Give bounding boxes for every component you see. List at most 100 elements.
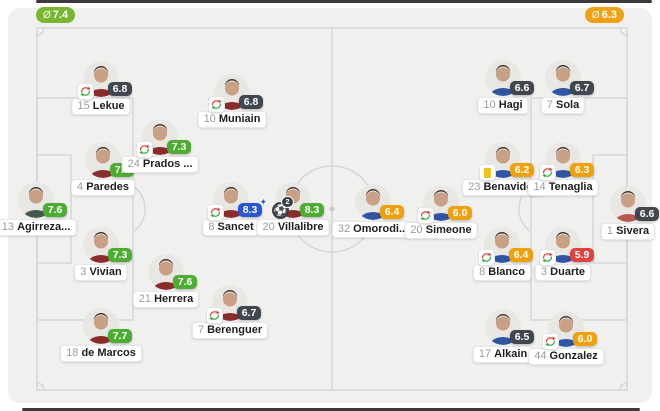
player-hagi[interactable]: 6.6 10 Hagi: [455, 60, 551, 122]
player-rating-badge: 7.3: [108, 248, 132, 262]
player-name: Muniain: [218, 113, 261, 125]
substitution-in-out-icon: [539, 164, 556, 181]
player-muniain[interactable]: 6.8 10 Muniain: [184, 74, 280, 136]
goal-count-badge: 2: [281, 196, 294, 208]
player-rating-badge: 6.8: [239, 95, 263, 109]
player-lekue[interactable]: 6.8 15 Lekue: [53, 61, 149, 123]
player-rating-badge: 7.3: [167, 140, 191, 154]
player-rating-badge: 6.7: [570, 81, 594, 95]
player-name: Sola: [555, 99, 580, 111]
shirt-number: 21: [138, 293, 152, 305]
shirt-number: 20: [410, 224, 423, 236]
shirt-number: 44: [534, 350, 547, 362]
player-name: Gonzalez: [549, 350, 598, 362]
player-name: Agirreza...: [17, 221, 71, 233]
soccer-ball-icon: ⚽ 2: [272, 196, 294, 219]
player-name: Prados ...: [142, 158, 193, 170]
shirt-number: 14: [533, 181, 546, 193]
average-rating-icon: Ø: [591, 9, 600, 21]
player-sola[interactable]: 6.7 7 Sola: [515, 60, 611, 122]
home-team-average-rating: Ø 7.4: [36, 7, 76, 23]
player-name: Sivera: [616, 225, 650, 237]
shirt-number: 7: [546, 99, 553, 111]
shirt-number: 3: [80, 266, 87, 278]
player-sivera[interactable]: 6.6 1 Sivera: [580, 186, 660, 248]
substitution-in-out-icon: [136, 141, 153, 158]
shirt-number: 3: [540, 266, 548, 278]
player-blanco[interactable]: 6.4 8 Blanco: [454, 227, 550, 289]
player-name: Hagi: [498, 99, 523, 111]
player-name-label: 20 Simeone: [404, 222, 478, 239]
player-duarte[interactable]: 5.9 3 Duarte: [515, 227, 611, 289]
shirt-number: 23: [468, 181, 481, 193]
player-omorodi[interactable]: 6.4 32 Omorodi...: [325, 184, 421, 246]
player-herrera[interactable]: 7.6 21 Herrera: [118, 254, 214, 316]
player-name-label: 14 Tenaglia: [527, 179, 599, 196]
player-gonzalez[interactable]: 6.0 44 Gonzalez: [518, 311, 614, 373]
shirt-number: 8: [208, 221, 215, 233]
shirt-number: 10: [483, 99, 496, 111]
player-name: Simeone: [425, 224, 472, 236]
shirt-number: 4: [77, 181, 84, 193]
player-name: Alkain: [494, 348, 528, 360]
substitution-in-out-icon: [417, 207, 434, 224]
player-name: Lekue: [92, 100, 125, 112]
shirt-number: 20: [262, 221, 275, 233]
player-rating-badge: 7.6: [43, 203, 67, 217]
player-de-marcos[interactable]: 7.7 18 de Marcos: [53, 308, 149, 370]
player-tenaglia[interactable]: 6.3 14 Tenaglia: [515, 142, 611, 204]
sparkle-icon: ✦: [259, 197, 267, 207]
substitution-in-out-icon: [539, 249, 556, 266]
shirt-number: 18: [66, 347, 79, 359]
player-rating-badge: 6.2: [510, 163, 534, 177]
home-average-value: 7.4: [52, 9, 69, 21]
player-name-label: 44 Gonzalez: [528, 348, 604, 365]
player-rating-badge: 6.3: [570, 163, 594, 177]
player-name: Benavidez: [483, 181, 538, 193]
player-name-label: 17 Alkain: [472, 346, 534, 363]
shirt-number: 8: [479, 266, 486, 278]
away-team-average-rating: Ø 6.3: [584, 7, 624, 23]
substitution-in-out-icon: [542, 333, 559, 350]
player-rating-badge: 6.7: [237, 306, 261, 320]
player-prados[interactable]: 7.3 24 Prados ...: [112, 119, 208, 181]
shirt-number: 32: [337, 223, 351, 235]
player-rating-badge: 6.0: [573, 332, 597, 346]
shirt-number: 15: [77, 100, 90, 112]
shirt-number: 17: [478, 348, 492, 360]
player-sancet[interactable]: 8.3 ✦ 8 Sancet: [183, 182, 279, 244]
player-benavidez[interactable]: 6.2 23 Benavidez: [455, 142, 551, 204]
player-simeone[interactable]: 6.0 20 Simeone: [393, 185, 489, 247]
yellow-card-icon: [479, 164, 496, 181]
shirt-number: 24: [127, 158, 140, 170]
player-name-label: 4 Paredes: [71, 179, 135, 196]
average-rating-icon: Ø: [43, 9, 51, 21]
player-name-label: 3 Vivian: [74, 264, 128, 281]
player-agirreza[interactable]: 7.6 13 Agirreza...: [0, 182, 84, 244]
player-name: Blanco: [488, 266, 525, 278]
player-name-label: 8 Blanco: [473, 264, 531, 281]
player-villalibre[interactable]: ⚽ 2 8.3 20 Villalibre: [245, 182, 341, 244]
player-name-label: 24 Prados ...: [121, 156, 199, 173]
player-name-label: 1 Sivera: [600, 223, 656, 240]
substitution-in-out-icon: [77, 83, 94, 100]
player-rating-badge: 7.6: [173, 275, 197, 289]
player-name-label: 10 Hagi: [477, 97, 529, 114]
player-rating-badge: 6.6: [635, 207, 659, 221]
player-name-label: 15 Lekue: [71, 98, 131, 115]
away-average-value: 6.3: [601, 9, 617, 21]
substitution-in-out-icon: [206, 307, 223, 324]
player-vivian[interactable]: 7.3 3 Vivian: [53, 227, 149, 289]
shirt-number: 7: [197, 324, 205, 336]
player-berenguer[interactable]: 6.7 7 Berenguer: [182, 285, 278, 347]
player-rating-badge: 8.3: [300, 203, 324, 217]
player-name-label: 18 de Marcos: [60, 345, 142, 362]
player-alkain[interactable]: 6.5 17 Alkain: [455, 309, 551, 371]
player-name: Villalibre: [277, 221, 324, 233]
player-name: Paredes: [86, 181, 129, 193]
player-name-label: 32 Omorodi...: [331, 221, 415, 238]
player-name: Duarte: [550, 266, 586, 278]
top-edge-divider: [36, 0, 652, 3]
player-name-label: 7 Berenguer: [191, 322, 269, 339]
